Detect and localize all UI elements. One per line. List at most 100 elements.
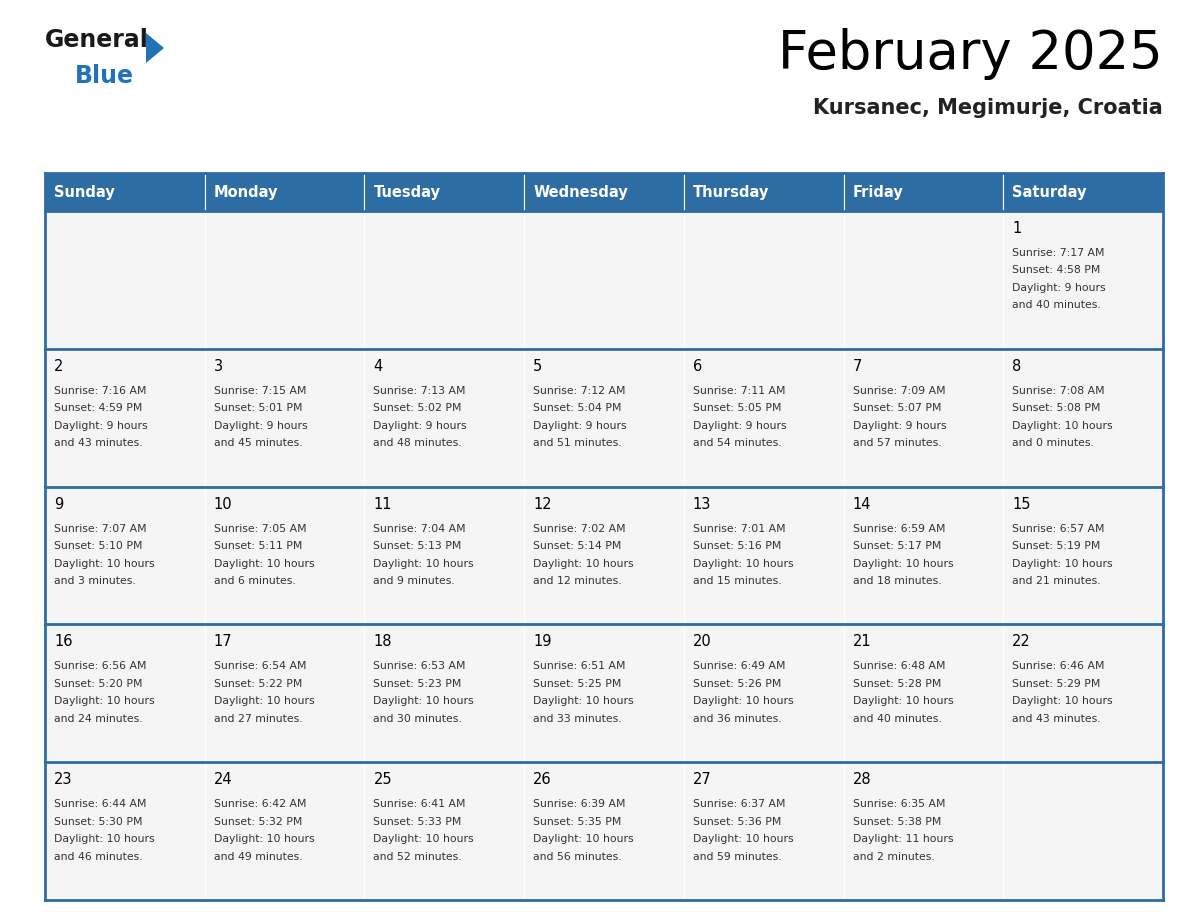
Text: Daylight: 9 hours: Daylight: 9 hours bbox=[53, 420, 147, 431]
Text: Daylight: 9 hours: Daylight: 9 hours bbox=[1012, 283, 1106, 293]
Text: 22: 22 bbox=[1012, 634, 1031, 649]
Text: 20: 20 bbox=[693, 634, 712, 649]
Text: Sunday: Sunday bbox=[53, 185, 115, 199]
Bar bbox=[843, 624, 1004, 762]
Text: and 21 minutes.: and 21 minutes. bbox=[1012, 577, 1101, 586]
Bar bbox=[684, 211, 843, 349]
Bar bbox=[684, 349, 843, 487]
Text: 5: 5 bbox=[533, 359, 543, 374]
Bar bbox=[204, 487, 365, 624]
Text: 26: 26 bbox=[533, 772, 551, 788]
Text: and 18 minutes.: and 18 minutes. bbox=[853, 577, 941, 586]
Text: and 30 minutes.: and 30 minutes. bbox=[373, 714, 462, 724]
Text: 17: 17 bbox=[214, 634, 233, 649]
Bar bbox=[684, 487, 843, 624]
Bar bbox=[843, 762, 1004, 900]
Bar bbox=[365, 211, 524, 349]
Text: Sunset: 5:29 PM: Sunset: 5:29 PM bbox=[1012, 679, 1100, 688]
Text: Sunset: 5:26 PM: Sunset: 5:26 PM bbox=[693, 679, 782, 688]
Text: Sunrise: 6:57 AM: Sunrise: 6:57 AM bbox=[1012, 523, 1105, 533]
Polygon shape bbox=[146, 33, 164, 63]
Text: Sunset: 5:38 PM: Sunset: 5:38 PM bbox=[853, 817, 941, 827]
Text: Daylight: 10 hours: Daylight: 10 hours bbox=[373, 697, 474, 706]
Text: Daylight: 11 hours: Daylight: 11 hours bbox=[853, 834, 953, 845]
Text: Sunset: 5:23 PM: Sunset: 5:23 PM bbox=[373, 679, 462, 688]
Bar bbox=[45, 349, 204, 487]
Text: Sunrise: 7:13 AM: Sunrise: 7:13 AM bbox=[373, 386, 466, 396]
Text: Sunset: 5:04 PM: Sunset: 5:04 PM bbox=[533, 403, 621, 413]
Text: Sunrise: 7:07 AM: Sunrise: 7:07 AM bbox=[53, 523, 146, 533]
Bar bbox=[524, 624, 684, 762]
Text: Kursanec, Megimurje, Croatia: Kursanec, Megimurje, Croatia bbox=[814, 98, 1163, 118]
Text: 18: 18 bbox=[373, 634, 392, 649]
Text: and 33 minutes.: and 33 minutes. bbox=[533, 714, 621, 724]
Text: Sunset: 5:33 PM: Sunset: 5:33 PM bbox=[373, 817, 462, 827]
Bar bbox=[524, 762, 684, 900]
Text: Daylight: 10 hours: Daylight: 10 hours bbox=[214, 697, 315, 706]
Text: 10: 10 bbox=[214, 497, 233, 511]
Text: and 3 minutes.: and 3 minutes. bbox=[53, 577, 135, 586]
Text: Sunset: 4:58 PM: Sunset: 4:58 PM bbox=[1012, 265, 1100, 275]
Text: Daylight: 10 hours: Daylight: 10 hours bbox=[693, 834, 794, 845]
Bar bbox=[843, 211, 1004, 349]
Text: 16: 16 bbox=[53, 634, 72, 649]
Bar bbox=[45, 487, 204, 624]
Text: 1: 1 bbox=[1012, 221, 1022, 236]
Bar bbox=[1004, 762, 1163, 900]
Bar bbox=[204, 762, 365, 900]
Bar bbox=[524, 487, 684, 624]
Text: Sunset: 5:11 PM: Sunset: 5:11 PM bbox=[214, 541, 302, 551]
Bar bbox=[524, 211, 684, 349]
Bar bbox=[365, 349, 524, 487]
Bar bbox=[45, 211, 204, 349]
Bar bbox=[365, 624, 524, 762]
Text: and 59 minutes.: and 59 minutes. bbox=[693, 852, 782, 862]
Text: Sunrise: 7:08 AM: Sunrise: 7:08 AM bbox=[1012, 386, 1105, 396]
Text: and 51 minutes.: and 51 minutes. bbox=[533, 438, 621, 448]
Bar bbox=[684, 624, 843, 762]
Text: 25: 25 bbox=[373, 772, 392, 788]
Text: Daylight: 10 hours: Daylight: 10 hours bbox=[533, 558, 633, 568]
Text: 24: 24 bbox=[214, 772, 233, 788]
Text: 27: 27 bbox=[693, 772, 712, 788]
Text: Sunrise: 6:44 AM: Sunrise: 6:44 AM bbox=[53, 800, 146, 809]
Text: Sunrise: 6:53 AM: Sunrise: 6:53 AM bbox=[373, 661, 466, 671]
Text: General: General bbox=[45, 28, 148, 52]
Text: Daylight: 10 hours: Daylight: 10 hours bbox=[533, 834, 633, 845]
Text: Sunrise: 7:01 AM: Sunrise: 7:01 AM bbox=[693, 523, 785, 533]
Text: Sunset: 5:22 PM: Sunset: 5:22 PM bbox=[214, 679, 302, 688]
Text: and 48 minutes.: and 48 minutes. bbox=[373, 438, 462, 448]
Text: Sunset: 5:32 PM: Sunset: 5:32 PM bbox=[214, 817, 302, 827]
Text: Sunrise: 7:04 AM: Sunrise: 7:04 AM bbox=[373, 523, 466, 533]
Text: Sunset: 5:14 PM: Sunset: 5:14 PM bbox=[533, 541, 621, 551]
Text: Sunset: 5:08 PM: Sunset: 5:08 PM bbox=[1012, 403, 1101, 413]
Text: Sunrise: 6:37 AM: Sunrise: 6:37 AM bbox=[693, 800, 785, 809]
Text: Daylight: 10 hours: Daylight: 10 hours bbox=[693, 558, 794, 568]
Bar bbox=[524, 173, 684, 211]
Text: 14: 14 bbox=[853, 497, 871, 511]
Text: 12: 12 bbox=[533, 497, 551, 511]
Text: Sunrise: 6:59 AM: Sunrise: 6:59 AM bbox=[853, 523, 946, 533]
Text: Sunset: 5:19 PM: Sunset: 5:19 PM bbox=[1012, 541, 1100, 551]
Text: and 0 minutes.: and 0 minutes. bbox=[1012, 438, 1094, 448]
Bar bbox=[45, 173, 204, 211]
Text: Sunset: 5:36 PM: Sunset: 5:36 PM bbox=[693, 817, 782, 827]
Text: 19: 19 bbox=[533, 634, 551, 649]
Text: Friday: Friday bbox=[853, 185, 903, 199]
Text: Daylight: 9 hours: Daylight: 9 hours bbox=[214, 420, 308, 431]
Bar bbox=[843, 173, 1004, 211]
Text: and 40 minutes.: and 40 minutes. bbox=[1012, 300, 1101, 310]
Text: Tuesday: Tuesday bbox=[373, 185, 441, 199]
Bar bbox=[1004, 624, 1163, 762]
Text: 7: 7 bbox=[853, 359, 862, 374]
Bar bbox=[45, 762, 204, 900]
Text: and 9 minutes.: and 9 minutes. bbox=[373, 577, 455, 586]
Text: and 12 minutes.: and 12 minutes. bbox=[533, 577, 621, 586]
Bar bbox=[45, 624, 204, 762]
Text: Daylight: 9 hours: Daylight: 9 hours bbox=[533, 420, 627, 431]
Text: Sunset: 5:20 PM: Sunset: 5:20 PM bbox=[53, 679, 143, 688]
Text: Sunset: 5:02 PM: Sunset: 5:02 PM bbox=[373, 403, 462, 413]
Text: Sunset: 5:28 PM: Sunset: 5:28 PM bbox=[853, 679, 941, 688]
Text: 3: 3 bbox=[214, 359, 223, 374]
Text: Daylight: 10 hours: Daylight: 10 hours bbox=[1012, 558, 1113, 568]
